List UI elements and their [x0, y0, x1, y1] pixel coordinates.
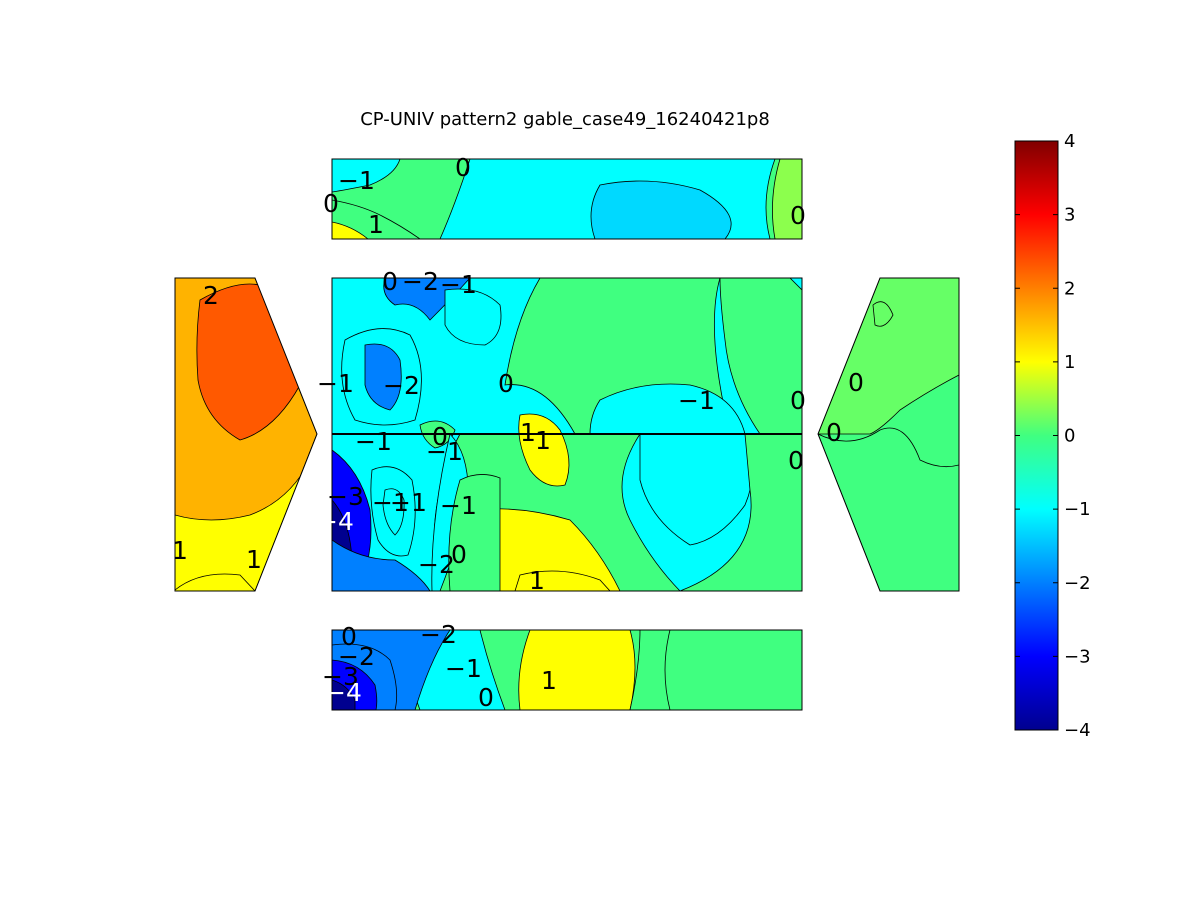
contour-label: 0	[790, 201, 806, 230]
colorbar-tick-label: 4	[1064, 131, 1075, 152]
contour-label: −1	[355, 427, 392, 456]
contour-fill	[469, 508, 621, 591]
contour-label: 0	[451, 540, 467, 569]
contour-label: −2	[402, 267, 439, 296]
colorbar-tick-label: −1	[1064, 499, 1091, 520]
contour-fill	[518, 630, 636, 710]
colorbar-gradient	[1014, 140, 1059, 731]
colorbar-tick-label: 2	[1064, 278, 1075, 299]
contour-label: −1	[338, 166, 375, 195]
panel-bottom-wall	[332, 630, 802, 710]
contour-label: 1	[529, 566, 545, 595]
contour-fill	[872, 301, 894, 327]
colorbar-tick-label: 1	[1064, 352, 1075, 373]
contour-label: 0	[382, 267, 398, 296]
contour-fill	[818, 278, 959, 435]
contour-label: −3	[327, 482, 364, 511]
contour-label: −2	[383, 371, 420, 400]
colorbar-tick-label: −4	[1064, 720, 1091, 741]
contour-fill	[444, 288, 502, 346]
colorbar: 4 3 2 1 0 −1 −2 −3 −4	[1014, 131, 1091, 741]
contour-fill	[332, 199, 421, 239]
contour-label: 1	[520, 418, 536, 447]
contour-label: 2	[203, 281, 219, 310]
contour-label: 1	[246, 545, 262, 574]
contour-label: 0	[455, 153, 471, 182]
contour-label: 1	[172, 536, 188, 565]
contour-label: −1	[678, 386, 715, 415]
contour-fill	[332, 221, 369, 239]
contour-label: −4	[325, 678, 362, 707]
contour-label: 1	[368, 210, 384, 239]
contour-line	[175, 573, 256, 591]
panel-top-wall	[332, 159, 802, 239]
contour-fill	[590, 180, 732, 239]
contour-label: 0	[788, 446, 804, 475]
contour-label: 0	[323, 189, 339, 218]
contour-label: 0	[432, 422, 448, 451]
colorbar-tick-label: 0	[1064, 426, 1075, 447]
contour-label: −2	[338, 642, 375, 671]
contour-fill	[332, 159, 401, 193]
contour-label: −1	[445, 654, 482, 683]
contour-label: 0	[478, 683, 494, 712]
panel-roof-border	[331, 277, 803, 592]
contour-label: 1	[541, 666, 557, 695]
contour-label: −1	[372, 488, 409, 517]
contour-fill	[364, 343, 402, 411]
contour-fill	[772, 159, 802, 239]
contour-label: −1	[440, 270, 477, 299]
contour-fill	[332, 679, 356, 710]
contour-fill	[518, 413, 570, 487]
chart-title: CP-UNIV pattern2 gable_case49_16240421p8	[360, 109, 770, 130]
contour-label: −2	[418, 550, 455, 579]
contour-label: 0	[790, 386, 806, 415]
colorbar-tick-label: 3	[1064, 205, 1075, 226]
contour-fill	[332, 539, 431, 591]
contour-label: −1	[390, 488, 427, 517]
contour-label: −1	[426, 437, 463, 466]
contour-fill	[589, 383, 746, 435]
contour-fill	[382, 488, 405, 536]
contour-label: 0	[848, 368, 864, 397]
panel-right-gable-border	[817, 277, 960, 592]
contour-label: 0	[826, 418, 842, 447]
panel-left-gable-border	[174, 277, 318, 592]
contour-label: 0	[498, 369, 514, 398]
colorbar-tick-label: −2	[1064, 573, 1091, 594]
contour-label: 0	[341, 622, 357, 651]
panel-roof	[332, 278, 802, 591]
contour-label: −1	[317, 369, 354, 398]
colorbar-tick-label: −3	[1064, 646, 1091, 667]
panel-right-gable	[818, 278, 959, 591]
contour-label: −3	[322, 662, 359, 691]
panel-top-wall-border	[331, 158, 803, 240]
contour-label: 1	[535, 426, 551, 455]
contour-label: −1	[440, 491, 477, 520]
contour-label: −2	[420, 620, 457, 649]
contour-label: −4	[317, 507, 354, 536]
contour-labels: 0 −1 0 1 0 2 1 1 0 −2 −1 −2 −1 0 −1 0 −1…	[172, 153, 864, 712]
contour-fill	[818, 427, 959, 591]
contour-fill	[514, 570, 611, 591]
panel-bottom-wall-border	[331, 629, 803, 711]
